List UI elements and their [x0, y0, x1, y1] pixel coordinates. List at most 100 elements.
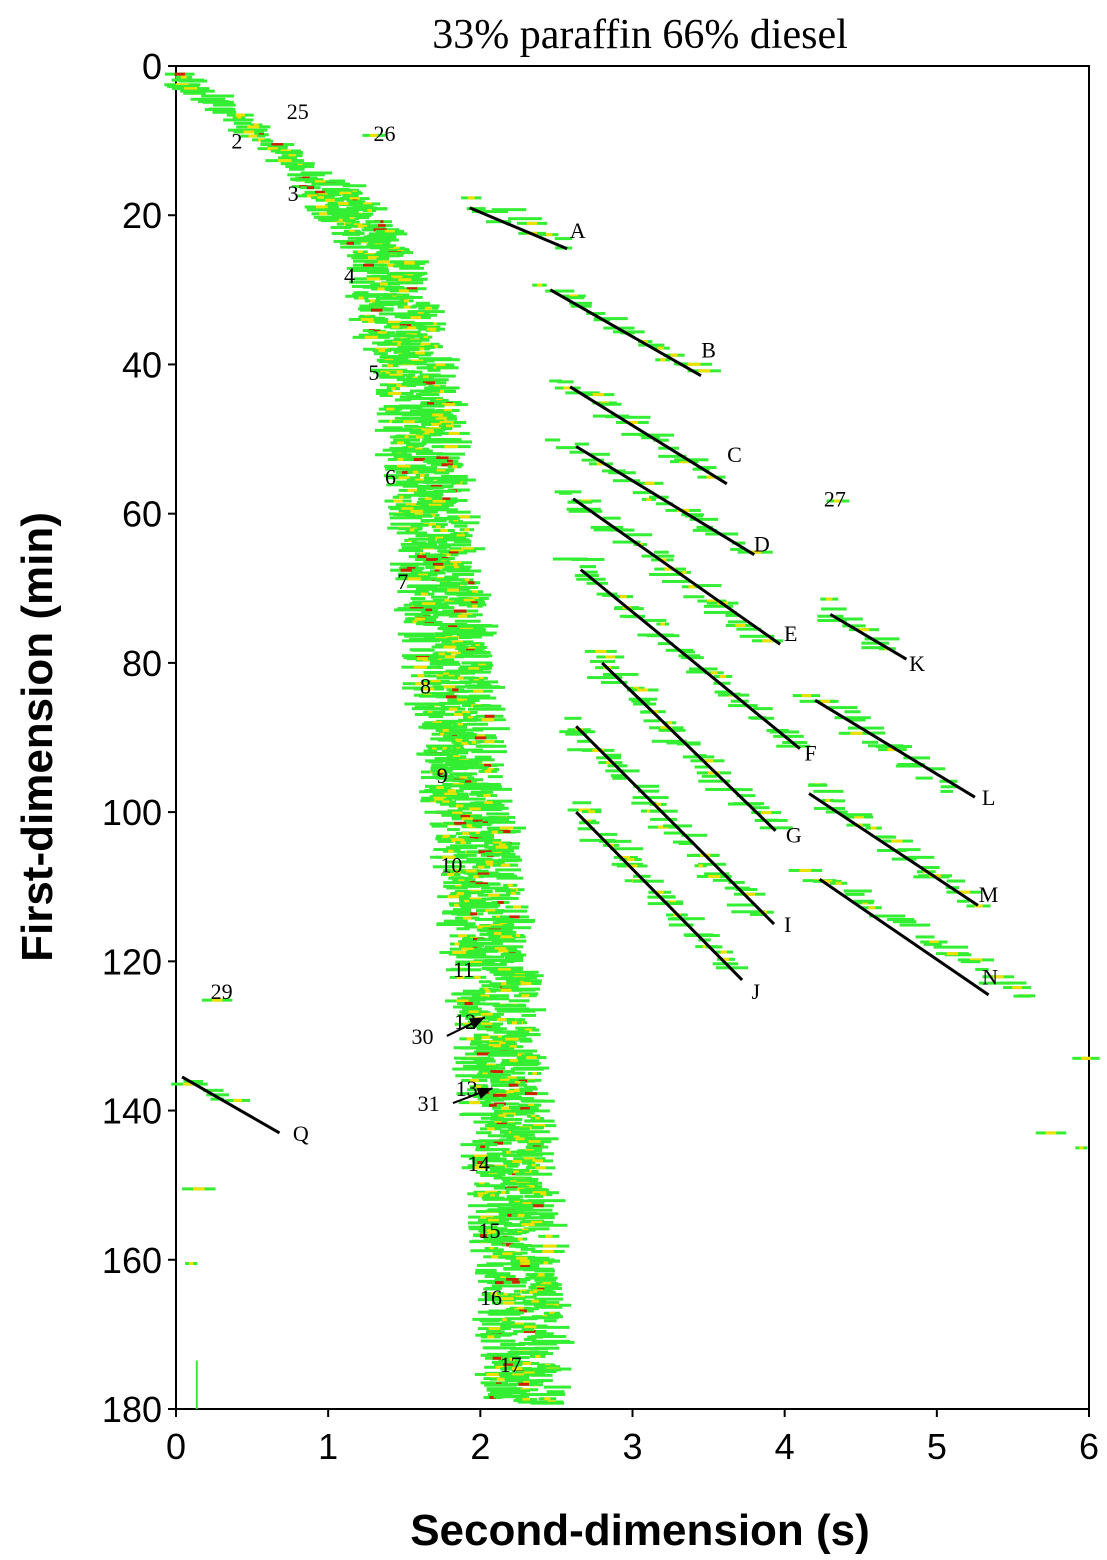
main-band-blob	[426, 584, 460, 588]
main-band-blob-core	[486, 1372, 499, 1376]
main-band-blob	[458, 940, 478, 944]
band-G-blob-core	[667, 721, 673, 725]
band-E-blob	[649, 572, 682, 576]
main-band-blob-core	[484, 769, 492, 773]
band-N-blob	[899, 923, 931, 927]
main-band-blob-core	[457, 676, 464, 680]
main-band-blob-core	[499, 826, 514, 830]
main-band-blob-core	[487, 767, 494, 771]
group-label-L: L	[982, 785, 995, 810]
main-band-blob	[422, 480, 461, 484]
peak-label-6: 6	[385, 464, 396, 489]
main-band-blob	[460, 996, 488, 1000]
main-band-blob	[451, 701, 476, 705]
main-band-blob	[426, 461, 447, 465]
main-band-blob	[459, 680, 499, 684]
main-band-blob	[375, 296, 409, 300]
main-band-blob	[383, 474, 407, 478]
main-band-blob	[467, 949, 498, 953]
main-band-blob	[489, 1221, 513, 1225]
main-band-blob-core	[496, 915, 501, 919]
main-band-blob-core	[491, 830, 498, 834]
main-band-blob	[523, 1337, 537, 1341]
main-band-blob-core	[464, 1001, 473, 1005]
arrow-head	[476, 1087, 493, 1099]
band-J-blob-core	[626, 858, 635, 862]
main-band-blob-core	[492, 841, 502, 845]
band-C-blob	[658, 454, 687, 458]
main-band-blob-core	[484, 740, 495, 744]
main-band-blob	[494, 1004, 527, 1008]
main-band-blob	[452, 573, 474, 577]
main-band-blob-core	[493, 1141, 504, 1145]
main-band-blob-core	[478, 663, 486, 667]
main-band-blob-core	[267, 147, 278, 151]
main-band-blob-core	[477, 925, 491, 929]
main-band-blob-core	[463, 598, 475, 602]
band-A-blob	[471, 210, 508, 214]
main-band-blob-core	[413, 665, 428, 669]
main-band-blob-core	[532, 1191, 547, 1195]
band-I-blob	[605, 753, 621, 757]
main-band-blob-core	[428, 503, 442, 507]
band-I-blob	[612, 776, 627, 780]
main-band-blob-core	[425, 608, 433, 612]
main-band-blob	[537, 1365, 561, 1369]
main-band-blob	[409, 442, 427, 446]
y-tick-label: 100	[102, 792, 162, 833]
band-E-blob-core	[664, 567, 676, 571]
band-G-blob	[728, 802, 761, 806]
band-J-blob	[572, 801, 592, 805]
main-band-blob	[468, 1204, 500, 1208]
main-band-blob	[519, 1087, 538, 1091]
main-band-blob	[368, 232, 408, 236]
main-band-blob	[511, 1204, 535, 1208]
main-band-blob	[345, 220, 360, 224]
band-F-blob	[657, 642, 674, 646]
main-band-blob-core	[388, 391, 402, 395]
main-band-blob-core	[411, 359, 424, 363]
main-band-blob	[535, 1305, 559, 1309]
main-band-blob	[500, 1182, 539, 1186]
main-band-blob-core	[506, 1150, 511, 1154]
main-band-blob	[528, 1223, 568, 1227]
main-band-blob-core	[441, 403, 456, 407]
group-line-G	[601, 661, 777, 832]
main-band-blob	[437, 738, 456, 742]
chromatogram-blobs	[164, 72, 1100, 1409]
band-N-blob	[1013, 994, 1032, 998]
main-band-blob-core	[468, 667, 480, 671]
main-band-blob-core	[436, 786, 445, 790]
main-band-blob-core	[391, 325, 400, 329]
isolated-peak-core	[1045, 1131, 1057, 1135]
main-band-blob	[524, 1085, 537, 1089]
band-C-blob	[619, 415, 651, 419]
main-band-blob-core	[522, 1398, 530, 1402]
main-band-blob	[501, 855, 521, 859]
main-band-blob-core	[545, 1234, 553, 1238]
band-J-blob-core	[621, 855, 630, 859]
band-L-blob	[915, 776, 933, 780]
main-band-blob-core	[369, 299, 376, 303]
main-band-blob-core	[492, 1093, 507, 1097]
main-band-blob	[496, 1239, 520, 1243]
main-band-blob	[399, 266, 425, 270]
main-band-blob	[352, 259, 378, 263]
main-band-blob-core	[505, 1037, 519, 1041]
main-band-blob	[492, 1073, 511, 1077]
main-band-blob-core	[415, 351, 425, 355]
x-tick-label: 1	[318, 1426, 338, 1467]
band-J-blob-core	[655, 890, 664, 894]
main-band-blob	[356, 216, 370, 220]
main-band-blob-core	[531, 1114, 536, 1118]
main-band-blob	[534, 1332, 554, 1336]
band-N-blob	[978, 981, 1014, 985]
main-band-blob	[543, 1385, 571, 1389]
band-G-blob-core	[632, 686, 639, 690]
band-I-blob	[749, 912, 767, 916]
band-N-blob-core	[862, 901, 869, 905]
band-F-blob	[596, 592, 618, 596]
band-L-blob	[872, 731, 886, 735]
band-F-blob	[581, 570, 598, 574]
main-band-blob	[505, 1030, 530, 1034]
